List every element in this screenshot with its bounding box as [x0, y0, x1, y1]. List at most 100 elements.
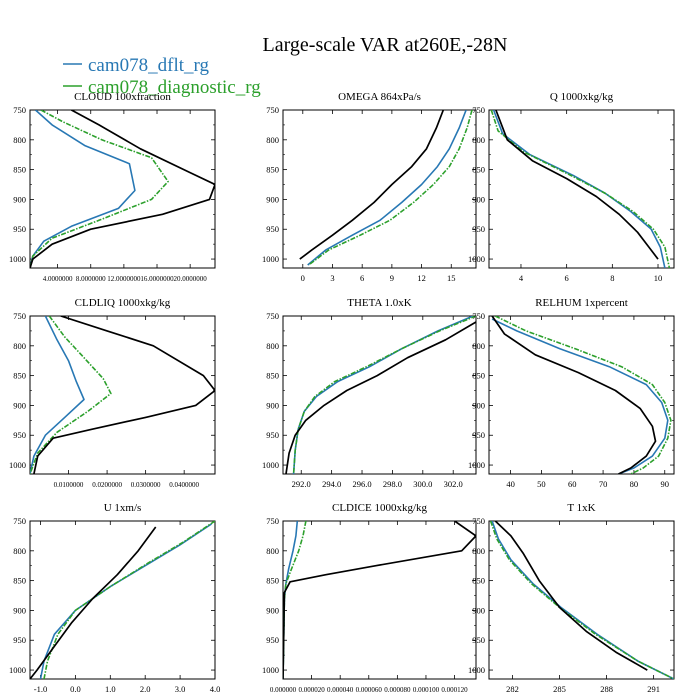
- legend-label-dflt: cam078_dflt_rg: [88, 55, 210, 76]
- panel-8: T 1xK 750 800 850 900 950 1000 282 285 288 291: [468, 502, 675, 694]
- y-tick-label: 850: [472, 371, 485, 381]
- panel-title: CLDICE 1000xkg/kg: [332, 502, 428, 514]
- series-line-control: [283, 521, 476, 679]
- panel-4: THETA 1.0xK 750 800 850 900 950 1000 292.0 294.0…: [262, 297, 477, 489]
- y-tick-label: 1000: [9, 254, 26, 264]
- x-tick-label: 0.0: [70, 684, 81, 694]
- y-tick-label: 1000: [468, 254, 485, 264]
- y-tick-label: 850: [266, 371, 279, 381]
- panel-2: Q 1000xkg/kg 750 800 850 900 950 1000 4 6 8 10: [468, 91, 675, 283]
- panel-title: OMEGA 864xPa/s: [338, 91, 421, 103]
- y-tick-label: 800: [472, 341, 485, 351]
- x-tick-label: 6: [360, 273, 364, 283]
- x-tick-label: 8.0000000: [76, 275, 106, 283]
- plot-frame: [29, 109, 216, 269]
- plot-frame: [29, 315, 216, 475]
- x-tick-label: 90: [661, 479, 670, 489]
- y-tick-label: 850: [13, 576, 26, 586]
- series-line-dflt: [30, 110, 136, 268]
- series-line-dflt: [491, 521, 674, 679]
- y-tick-label: 950: [266, 224, 279, 234]
- panel-0: CLOUD 100xfraction Pressure [hPa] 750 800 85…: [0, 91, 216, 283]
- panel-title: T 1xK: [567, 502, 595, 514]
- x-tick-label: 0.0100000: [54, 481, 84, 489]
- x-tick-label: 0.000000: [270, 686, 297, 694]
- series-line-diag: [489, 521, 674, 679]
- panel-3: CLDLIQ 1000xkg/kg Pressure [hPa] 750 800 850…: [0, 297, 216, 489]
- x-tick-label: 80: [630, 479, 639, 489]
- series-line-dflt: [30, 316, 85, 474]
- plot-frame: [282, 315, 477, 475]
- series-line-diag: [30, 110, 169, 268]
- x-tick-label: 16.0000000: [140, 275, 174, 283]
- y-tick-label: 900: [266, 194, 279, 204]
- plot-frame: [29, 520, 216, 680]
- x-tick-label: 9: [390, 273, 394, 283]
- y-tick-label: 900: [266, 605, 279, 615]
- x-tick-label: 10: [654, 273, 663, 283]
- y-tick-label: 950: [13, 224, 26, 234]
- x-tick-label: 40: [506, 479, 515, 489]
- series-line-control: [494, 521, 648, 671]
- y-tick-label: 950: [266, 635, 279, 645]
- x-tick-label: 296.0: [352, 479, 371, 489]
- panel-1: OMEGA 864xPa/s 750 800 850 900 950 1000 0 3 6 9 12 1…: [262, 91, 477, 283]
- y-tick-label: 900: [13, 194, 26, 204]
- series-line-diag: [292, 316, 476, 474]
- panel-title: THETA 1.0xK: [347, 297, 412, 309]
- y-tick-label: 850: [472, 576, 485, 586]
- legend-label-diagnostic: cam078_diagnostic_rg: [88, 77, 261, 98]
- y-tick-label: 800: [266, 135, 279, 145]
- x-tick-label: 4.0: [210, 684, 221, 694]
- series-line-control: [30, 110, 215, 268]
- panel-title: Q 1000xkg/kg: [550, 91, 614, 103]
- x-tick-label: 288: [600, 684, 613, 694]
- y-tick-label: 850: [266, 576, 279, 586]
- x-tick-label: 291: [647, 684, 660, 694]
- x-tick-label: 4.0000000: [43, 275, 73, 283]
- x-tick-label: 292.0: [292, 479, 311, 489]
- y-tick-label: 750: [13, 105, 26, 115]
- y-tick-label: 1000: [468, 460, 485, 470]
- series-line-control: [299, 110, 445, 260]
- x-tick-label: 20.0000000: [174, 275, 208, 283]
- plot-frame: [282, 520, 477, 680]
- x-tick-label: 0.000060: [356, 686, 383, 694]
- y-axis-label: Pressure [hPa]: [0, 568, 1, 632]
- y-tick-label: 900: [13, 400, 26, 410]
- y-tick-label: 800: [472, 546, 485, 556]
- series-line-dflt: [492, 110, 666, 268]
- panel-7: CLDICE 1000xkg/kg 750 800 850 900 950 1000 0.00…: [262, 502, 477, 694]
- y-axis-label: Pressure [hPa]: [0, 363, 1, 427]
- y-tick-label: 750: [472, 516, 485, 526]
- y-tick-label: 900: [13, 605, 26, 615]
- x-tick-label: 285: [553, 684, 566, 694]
- y-tick-label: 850: [13, 371, 26, 381]
- y-tick-label: 850: [472, 165, 485, 175]
- y-tick-label: 800: [472, 135, 485, 145]
- series-line-control: [285, 321, 476, 474]
- x-tick-label: 0.000020: [298, 686, 325, 694]
- series-line-control: [30, 526, 157, 679]
- y-tick-label: 850: [266, 165, 279, 175]
- y-tick-label: 1000: [9, 460, 26, 470]
- y-tick-label: 900: [472, 400, 485, 410]
- panel-title: U 1xm/s: [104, 502, 142, 514]
- y-tick-label: 900: [472, 605, 485, 615]
- y-tick-label: 750: [266, 311, 279, 321]
- y-tick-label: 750: [266, 516, 279, 526]
- y-tick-label: 1000: [262, 460, 279, 470]
- x-tick-label: 12.0000000: [107, 275, 141, 283]
- figure-title: Large-scale VAR at260E,-28N: [263, 34, 508, 56]
- plot-frame: [282, 109, 477, 269]
- series-line-diag: [494, 316, 672, 474]
- series-line-diag: [30, 316, 112, 474]
- x-tick-label: 12: [417, 273, 426, 283]
- y-tick-label: 950: [266, 430, 279, 440]
- y-tick-label: 800: [13, 546, 26, 556]
- figure-legend: cam078_dflt_rg cam078_diagnostic_rg: [63, 55, 261, 98]
- series-line-control: [33, 316, 215, 474]
- plot-frame: [488, 315, 675, 475]
- y-tick-label: 750: [472, 311, 485, 321]
